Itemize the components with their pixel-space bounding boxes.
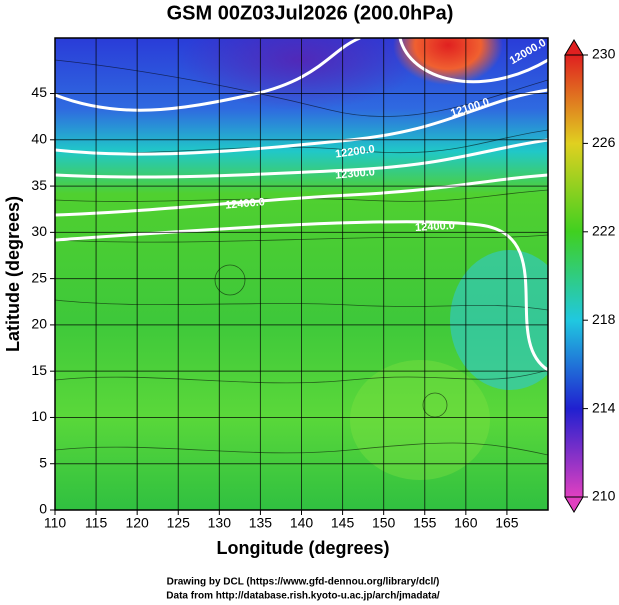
colorbar-tick-label: 222 (592, 223, 616, 239)
colorbar-tick-label: 218 (592, 311, 616, 327)
colorbar-tick-label: 214 (592, 399, 616, 415)
contour-label: 12400.0 (225, 196, 266, 211)
y-axis-label: Latitude (degrees) (3, 196, 23, 352)
field (55, 38, 548, 510)
x-tick-label: 140 (290, 515, 314, 531)
credit: Drawing by DCL (https://www.gfd-dennou.o… (167, 577, 440, 588)
y-tick-label: 0 (39, 501, 47, 517)
y-tick-label: 35 (31, 177, 47, 193)
y-tick-label: 40 (31, 131, 47, 147)
contour-label: 12400.0 (415, 220, 455, 234)
x-tick-label: 125 (167, 515, 191, 531)
x-tick-label: 150 (372, 515, 396, 531)
x-tick-label: 130 (208, 515, 232, 531)
y-tick-label: 30 (31, 223, 47, 239)
x-tick-label: 165 (495, 515, 519, 531)
x-tick-label: 110 (44, 515, 67, 531)
colorbar-tick-label: 230 (592, 46, 616, 62)
credit: Data from http://database.rish.kyoto-u.a… (166, 591, 440, 602)
y-tick-label: 5 (39, 454, 47, 470)
x-tick-label: 115 (85, 515, 108, 531)
y-tick-label: 25 (31, 269, 47, 285)
colorbar-extend (564, 39, 584, 56)
y-tick-label: 15 (31, 362, 47, 378)
colorbar-tick-label: 210 (592, 488, 616, 504)
colorbar-tick-label: 226 (592, 134, 616, 150)
contour-label: 12300.0 (335, 166, 376, 181)
x-tick-label: 155 (413, 515, 437, 531)
colorbar (564, 54, 584, 498)
x-tick-label: 145 (331, 515, 355, 531)
x-tick-label: 135 (249, 515, 273, 531)
x-axis-label: Longitude (degrees) (216, 538, 389, 558)
chart-title: GSM 00Z03Jul2026 (200.0hPa) (167, 2, 454, 24)
y-tick-label: 10 (31, 408, 47, 424)
x-tick-label: 160 (454, 515, 478, 531)
colorbar-extend (564, 496, 584, 513)
y-tick-label: 20 (31, 316, 47, 332)
y-tick-label: 45 (31, 84, 47, 100)
x-tick-label: 120 (125, 515, 149, 531)
contour-label: 12200.0 (334, 143, 375, 160)
